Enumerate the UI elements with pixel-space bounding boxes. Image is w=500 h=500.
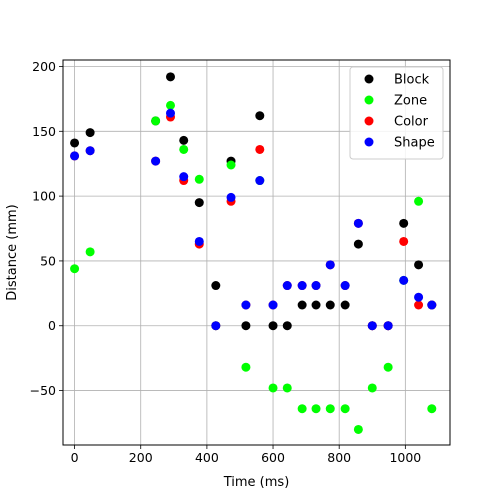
data-point-zone (368, 383, 377, 392)
data-point-block (241, 321, 250, 330)
y-axis-label: Distance (mm) (5, 204, 20, 300)
legend-marker (365, 117, 374, 126)
data-point-block (86, 128, 95, 137)
data-point-shape (211, 321, 220, 330)
legend-label: Color (394, 115, 429, 130)
data-point-zone (241, 363, 250, 372)
data-point-zone (151, 116, 160, 125)
y-tick-label: −50 (30, 383, 56, 398)
data-point-shape (241, 301, 250, 310)
data-point-shape (255, 176, 264, 185)
y-axis-ticks: −50 0 50 100 150 200 (30, 59, 63, 398)
x-tick-label: 800 (327, 450, 351, 465)
data-point-shape (269, 301, 278, 310)
data-point-shape (427, 301, 436, 310)
data-point-shape (399, 276, 408, 285)
x-tick-label: 200 (129, 450, 153, 465)
y-tick-label: 150 (32, 124, 56, 139)
data-point-block (354, 240, 363, 249)
data-point-shape (341, 281, 350, 290)
data-point-block (166, 72, 175, 81)
x-tick-label: 400 (195, 450, 219, 465)
y-tick-label: 0 (48, 318, 56, 333)
data-point-shape (326, 260, 335, 269)
legend-label: Block (394, 73, 430, 88)
data-point-shape (151, 157, 160, 166)
data-point-block (269, 321, 278, 330)
data-point-zone (227, 161, 236, 170)
data-point-zone (86, 247, 95, 256)
data-point-shape (179, 172, 188, 181)
data-point-zone (195, 175, 204, 184)
data-point-zone (269, 383, 278, 392)
x-tick-label: 600 (261, 450, 285, 465)
data-point-zone (166, 101, 175, 110)
data-point-block (255, 111, 264, 120)
data-point-zone (70, 264, 79, 273)
data-point-shape (195, 237, 204, 246)
data-point-block (298, 301, 307, 310)
data-point-shape (283, 281, 292, 290)
legend: Block Zone Color Shape (350, 67, 443, 159)
y-tick-label: 50 (40, 253, 56, 268)
data-point-block (312, 301, 321, 310)
data-point-zone (384, 363, 393, 372)
data-point-block (283, 321, 292, 330)
data-point-shape (414, 293, 423, 302)
data-point-zone (354, 425, 363, 434)
data-point-shape (166, 109, 175, 118)
data-point-block (70, 138, 79, 147)
data-point-block (326, 301, 335, 310)
y-tick-label: 100 (32, 189, 56, 204)
legend-marker (365, 75, 374, 84)
legend-marker (365, 138, 374, 147)
data-point-zone (326, 404, 335, 413)
data-point-block (399, 219, 408, 228)
data-point-shape (354, 219, 363, 228)
x-tick-label: 0 (71, 450, 79, 465)
data-point-zone (298, 404, 307, 413)
data-point-color (414, 301, 423, 310)
data-point-shape (227, 193, 236, 202)
data-point-block (211, 281, 220, 290)
x-axis-label: Time (ms) (223, 475, 290, 490)
data-point-color (399, 237, 408, 246)
legend-marker (365, 96, 374, 105)
data-point-zone (414, 197, 423, 206)
data-point-zone (312, 404, 321, 413)
y-tick-label: 200 (32, 59, 56, 74)
data-point-shape (384, 321, 393, 330)
data-point-block (195, 198, 204, 207)
data-point-block (414, 260, 423, 269)
x-axis-ticks: 0 200 400 600 800 1000 (71, 445, 422, 465)
data-point-zone (341, 404, 350, 413)
data-point-shape (298, 281, 307, 290)
data-point-zone (179, 145, 188, 154)
data-point-zone (427, 404, 436, 413)
data-point-zone (283, 383, 292, 392)
data-point-block (341, 301, 350, 310)
data-point-shape (70, 151, 79, 160)
data-point-block (179, 136, 188, 145)
data-point-shape (368, 321, 377, 330)
data-point-color (255, 145, 264, 154)
data-point-shape (86, 146, 95, 155)
legend-label: Zone (394, 94, 427, 109)
data-point-shape (312, 281, 321, 290)
legend-label: Shape (394, 136, 435, 151)
x-tick-label: 1000 (389, 450, 421, 465)
